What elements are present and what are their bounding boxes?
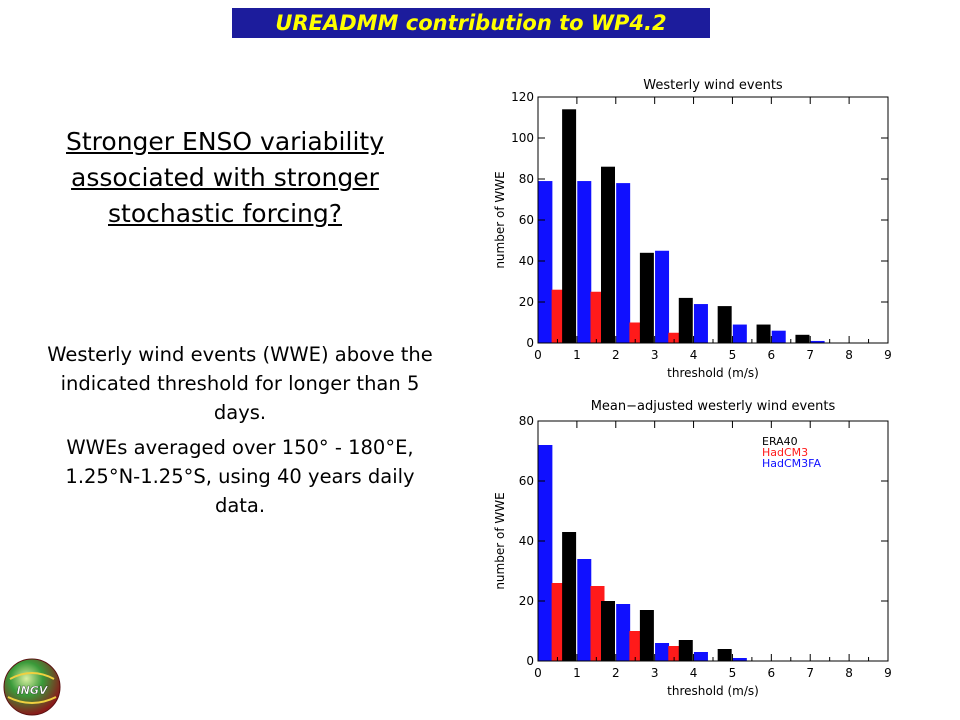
bar-era40-4 (717, 306, 732, 343)
bar-hadcm3-3 (668, 332, 683, 343)
header-banner: UREADMM contribution to WP4.2 (232, 8, 710, 38)
x-axis-label: threshold (m/s) (667, 684, 759, 698)
x-tick-label: 6 (768, 666, 776, 680)
y-tick-label: 40 (519, 534, 534, 548)
x-axis-label: threshold (m/s) (667, 366, 759, 380)
bar-hadcm3fa-3 (655, 250, 670, 343)
bar-era40-1 (601, 601, 615, 661)
headline-line-2: associated with stronger (71, 163, 379, 192)
y-tick-label: 0 (526, 654, 534, 668)
x-tick-label: 7 (806, 348, 814, 362)
x-tick-label: 7 (806, 666, 814, 680)
x-tick-label: 3 (651, 666, 659, 680)
y-tick-label: 120 (511, 90, 534, 104)
x-tick-label: 8 (845, 666, 853, 680)
x-tick-label: 9 (884, 348, 892, 362)
headline: Stronger ENSO variability associated wit… (20, 124, 430, 232)
y-tick-label: 40 (519, 254, 534, 268)
bar-hadcm3fa-0 (538, 181, 553, 343)
chart-title: Westerly wind events (643, 78, 783, 93)
bar-era40-2 (639, 610, 654, 661)
description: Westerly wind events (WWE) above the ind… (40, 340, 440, 526)
legend-hadcm3fa: HadCM3FA (762, 457, 821, 470)
chart-title: Mean−adjusted westerly wind events (591, 399, 836, 414)
wwe-chart: Westerly wind events 0 1 2 3 4 5 6 7 8 9 0 20 40 60 80 1… (493, 78, 892, 380)
bar-hadcm3fa-3 (655, 643, 670, 661)
x-tick-label: 2 (612, 348, 620, 362)
x-tick-label: 9 (884, 666, 892, 680)
bar-era40-1 (601, 166, 615, 343)
bar-hadcm3fa-0 (538, 445, 553, 661)
y-tick-label: 100 (511, 131, 534, 145)
bar-era40-0 (562, 109, 577, 343)
x-tick-label: 3 (651, 348, 659, 362)
y-axis-label: number of WWE (493, 492, 507, 589)
bar-era40-3 (678, 640, 693, 661)
x-tick-label: 2 (612, 666, 620, 680)
x-tick-label: 0 (534, 666, 542, 680)
bar-hadcm3fa-1 (577, 181, 592, 343)
bar-hadcm3fa-4 (693, 652, 708, 661)
bar-hadcm3fa-2 (616, 604, 631, 661)
bar-hadcm3fa-4 (693, 304, 708, 343)
logo-text: INGV (17, 684, 49, 697)
header-title: UREADMM contribution to WP4.2 (275, 11, 667, 35)
ingv-logo: INGV (3, 658, 61, 716)
bar-era40-4 (717, 649, 732, 661)
x-tick-label: 4 (690, 666, 698, 680)
headline-line-1: Stronger ENSO variability (66, 127, 384, 156)
y-tick-label: 20 (519, 594, 534, 608)
x-tick-label: 1 (573, 666, 581, 680)
bar-hadcm3fa-7 (810, 340, 825, 343)
legend-hadcm3: HadCM3 (762, 446, 808, 459)
bar-hadcm3-0 (551, 289, 566, 343)
y-tick-label: 80 (519, 414, 534, 428)
bar-hadcm3-0 (551, 583, 566, 661)
x-tick-label: 0 (534, 348, 542, 362)
description-para-2: WWEs averaged over 150° - 180°E, 1.25°N-… (65, 436, 415, 517)
bar-hadcm3fa-6 (771, 330, 786, 343)
y-tick-label: 80 (519, 172, 534, 186)
bar-era40-6 (795, 334, 810, 343)
bar-hadcm3fa-5 (732, 324, 747, 343)
bar-era40-2 (639, 252, 654, 343)
x-tick-label: 5 (729, 666, 737, 680)
bar-hadcm3fa-1 (577, 559, 592, 661)
description-para-1: Westerly wind events (WWE) above the ind… (47, 343, 433, 424)
x-tick-label: 4 (690, 348, 698, 362)
x-tick-label: 6 (768, 348, 776, 362)
x-tick-label: 8 (845, 348, 853, 362)
y-tick-label: 0 (526, 336, 534, 350)
bar-era40-5 (756, 324, 771, 343)
bar-hadcm3fa-2 (616, 183, 631, 343)
y-axis-label: number of WWE (493, 171, 507, 268)
y-tick-label: 60 (519, 474, 534, 488)
bar-era40-0 (562, 532, 577, 661)
mean-adjusted-wwe-chart: Mean−adjusted westerly wind events 0 1 2 3 4 5… (493, 399, 892, 698)
bar-hadcm3fa-5 (732, 658, 747, 661)
legend-era40: ERA40 (762, 435, 798, 448)
bar-era40-3 (678, 297, 693, 343)
y-tick-label: 60 (519, 213, 534, 227)
y-tick-label: 20 (519, 295, 534, 309)
headline-line-3: stochastic forcing? (108, 199, 342, 228)
x-tick-label: 5 (729, 348, 737, 362)
x-tick-label: 1 (573, 348, 581, 362)
